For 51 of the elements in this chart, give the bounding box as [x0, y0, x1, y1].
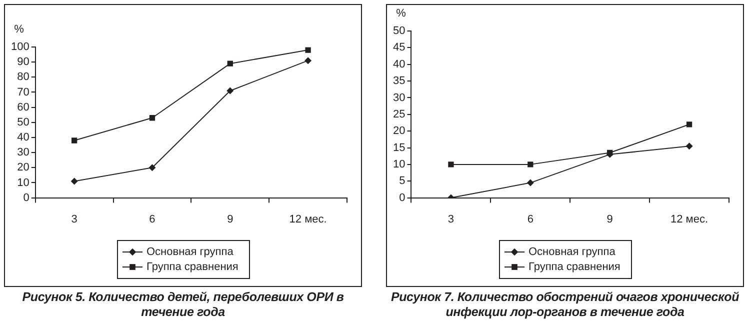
y-tick-label: 5: [399, 175, 406, 188]
point: [686, 142, 693, 150]
y-tick-label: 20: [17, 162, 30, 174]
y-tick-label: 10: [392, 158, 406, 170]
y-tick-label: 50: [392, 25, 406, 38]
point: [226, 87, 234, 94]
y-tick-label: 30: [17, 146, 30, 159]
legend-label: Основная группа: [528, 246, 616, 258]
y-tick-label: 80: [17, 71, 30, 84]
y-tick-label: 100: [10, 41, 30, 54]
legend-label: Группа сравнения: [528, 261, 620, 274]
x-tick-label: 3: [71, 213, 78, 226]
y-tick-label: 90: [17, 56, 30, 68]
y-tick-label: 40: [392, 58, 406, 70]
point: [227, 60, 233, 66]
x-tick-label: 12 мес.: [289, 213, 327, 226]
y-tick-label: 45: [392, 42, 406, 54]
y-tick-label: 15: [392, 142, 406, 154]
point: [448, 162, 454, 168]
point: [526, 179, 534, 186]
point: [686, 122, 692, 128]
point: [71, 138, 78, 144]
y-tick-label: 70: [17, 86, 30, 98]
legend-label: Группа сравнения: [146, 261, 238, 274]
y-axis-title: %: [396, 8, 406, 20]
y-tick-label: 25: [392, 108, 406, 120]
point: [149, 115, 156, 121]
text: Рисунок 7. Количество обострений очагов хронической инфекции лор-органов в течение года: [390, 290, 740, 320]
y-tick-label: 40: [17, 132, 30, 144]
x-tick-label: 9: [227, 213, 234, 226]
y-tick-label: 10: [17, 176, 30, 189]
x-tick-label: 9: [606, 213, 613, 226]
y-tick-label: 0: [399, 192, 406, 204]
legend-label: Основная группа: [146, 246, 234, 258]
y-tick-label: 50: [17, 116, 30, 128]
y-tick-label: 30: [392, 92, 406, 104]
x-tick-label: 12 мес.: [670, 213, 708, 226]
point: [528, 162, 534, 168]
y-tick-label: 60: [17, 101, 30, 114]
y-tick-label: 20: [392, 125, 406, 138]
text: Рисунок 5. Количество детей, переболевших ОРИ в течение года: [21, 290, 345, 320]
x-tick-label: 6: [149, 213, 156, 226]
point: [70, 178, 78, 185]
y-tick-label: 35: [392, 75, 406, 88]
y-tick-label: 0: [23, 192, 30, 204]
point: [304, 57, 312, 64]
point: [148, 164, 156, 172]
point: [305, 47, 311, 53]
x-tick-label: 6: [527, 213, 534, 226]
y-axis-title: %: [14, 24, 24, 36]
x-tick-label: 3: [448, 213, 454, 226]
